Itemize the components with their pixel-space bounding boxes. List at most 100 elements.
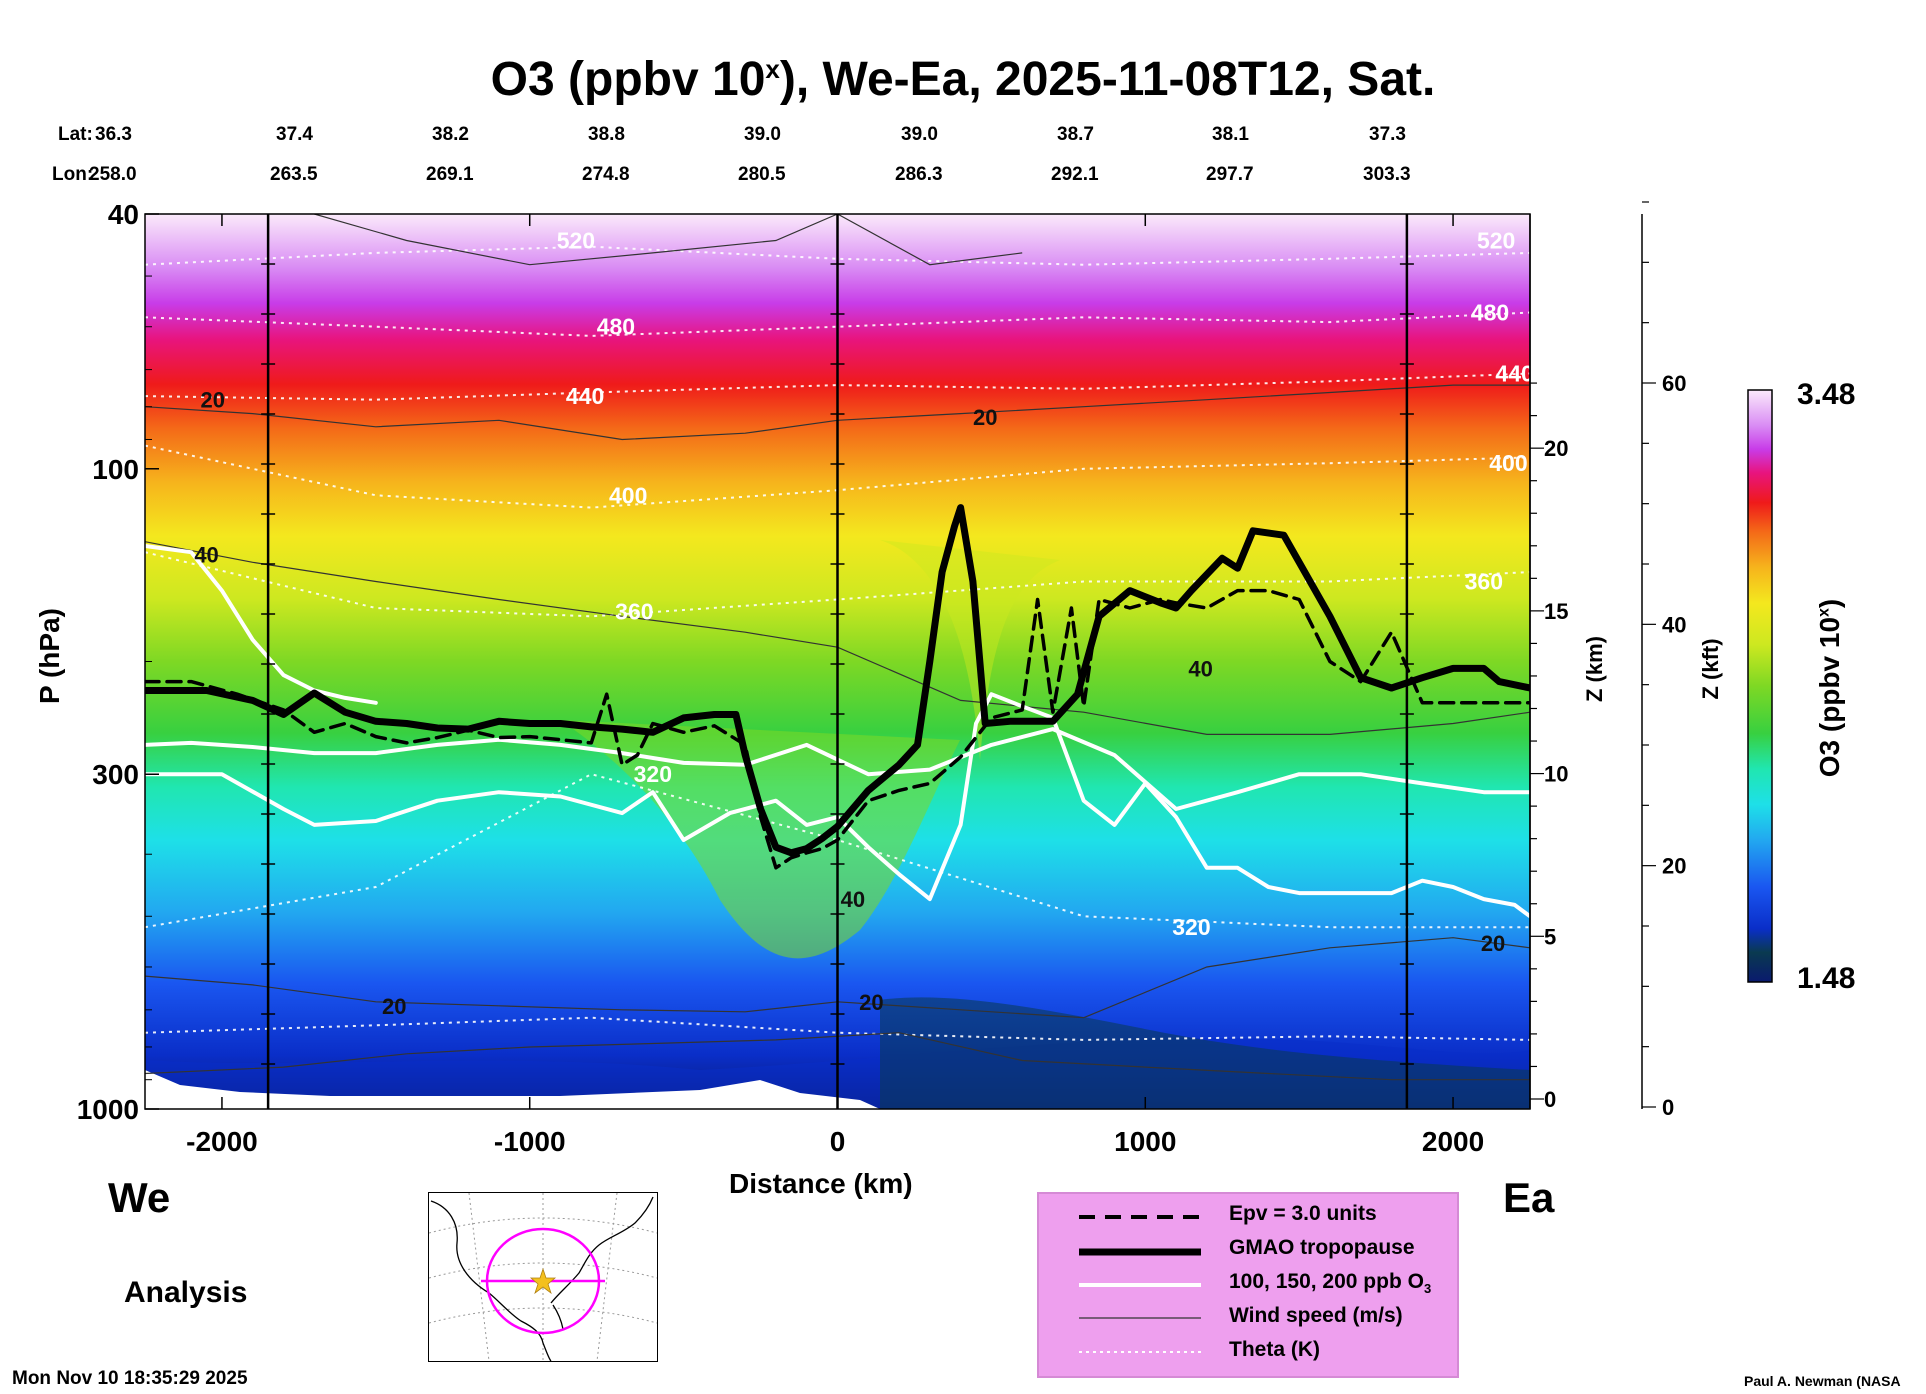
vertical-markers — [261, 214, 1414, 1109]
legend-epv-swatch — [1079, 1215, 1201, 1219]
z-kft-tick-label: 60 — [1662, 371, 1686, 396]
z-km-tick-label: 0 — [1544, 1087, 1556, 1112]
z-kft-tick-label: 0 — [1662, 1095, 1674, 1120]
ozone-field: 520 480 440 400 360 320 320 360 400 440 480 520 20 4… — [145, 214, 1533, 1109]
x-tick-label: 0 — [830, 1126, 846, 1157]
theta-line — [145, 245, 1530, 266]
p-tick-label: 1000 — [77, 1094, 139, 1125]
colorbar-min: 1.48 — [1797, 962, 1856, 995]
legend-tropopause-label: GMAO tropopause — [1229, 1236, 1415, 1259]
wind-label: 20 — [973, 405, 997, 430]
ozone-lowlevel-dark — [880, 997, 1530, 1109]
lon-value: 297.7 — [1206, 164, 1254, 185]
theta-label: 400 — [1489, 450, 1527, 476]
wind-label: 40 — [194, 542, 218, 567]
ozone-fold-yellow — [880, 540, 1060, 760]
z-kft-axis: 0 20 40 60 — [1641, 201, 1686, 1120]
map-star-icon — [529, 1267, 557, 1295]
lat-value: 39.0 — [901, 124, 938, 145]
lon-value: 303.3 — [1363, 164, 1411, 185]
legend-epv: Epv = 3.0 units — [1039, 1198, 1457, 1232]
theta-line — [145, 773, 1530, 929]
legend-theta: Theta (K) — [1039, 1334, 1457, 1368]
lat-value: 38.2 — [432, 124, 469, 145]
credit: Paul A. Newman (NASA — [1744, 1373, 1901, 1389]
lat-value: 37.3 — [1369, 124, 1406, 145]
map-coastline — [430, 1196, 654, 1361]
theta-label: 360 — [1465, 569, 1503, 595]
lat-value: 37.4 — [276, 124, 313, 145]
theta-label: 480 — [597, 314, 635, 340]
lon-value: 280.5 — [738, 164, 786, 185]
legend-theta-swatch — [1079, 1351, 1201, 1353]
lon-value: 269.1 — [426, 164, 474, 185]
tropopause-line — [145, 504, 1530, 857]
analysis-label: Analysis — [124, 1276, 248, 1309]
legend-theta-label: Theta (K) — [1229, 1338, 1320, 1361]
x-tick-label: -2000 — [186, 1126, 258, 1157]
ozone-contour-line — [145, 692, 1530, 919]
z-kft-tick-label: 20 — [1662, 854, 1686, 879]
lon-value: 258.0 — [89, 164, 137, 185]
ozone-fold-green — [560, 720, 960, 959]
legend-wind-label: Wind speed (m/s) — [1229, 1304, 1403, 1327]
pressure-axis: 40 100 300 1000 — [77, 199, 159, 1125]
lat-label: Lat: — [58, 124, 93, 145]
wind-label: 20 — [1481, 931, 1505, 956]
x-tick-label: 2000 — [1422, 1126, 1484, 1157]
west-label: We — [108, 1174, 171, 1221]
wind-label: 20 — [382, 994, 406, 1019]
legend-ozone-swatch — [1079, 1283, 1201, 1287]
legend-tropopause-swatch — [1079, 1248, 1201, 1256]
theta-label: 520 — [1477, 228, 1515, 254]
legend-ozone-label: 100, 150, 200 ppb O3 — [1229, 1270, 1432, 1297]
theta-labels: 520 480 440 400 360 320 320 360 400 440 480 520 — [557, 228, 1533, 941]
theta-label: 320 — [634, 761, 672, 787]
legend-ozone: 100, 150, 200 ppb O3 — [1039, 1266, 1457, 1300]
lat-value: 36.3 — [95, 124, 132, 145]
lon-value: 263.5 — [270, 164, 318, 185]
wind-label: 40 — [1188, 656, 1212, 681]
wind-label: 20 — [200, 388, 224, 413]
lat-value: 39.0 — [744, 124, 781, 145]
legend-wind: Wind speed (m/s) — [1039, 1300, 1457, 1334]
x-tick-label: -1000 — [494, 1126, 566, 1157]
x-axis: -2000 -1000 0 1000 2000 — [186, 214, 1484, 1157]
legend-tropopause: GMAO tropopause — [1039, 1232, 1457, 1266]
chart-title: O3 (ppbv 10x), We-Ea, 2025-11-08T12, Sat… — [490, 53, 1436, 106]
theta-label: 360 — [615, 598, 653, 624]
lon-value: 274.8 — [582, 164, 630, 185]
wind-line — [314, 214, 1023, 266]
z-kft-title: Z (kft) — [1698, 638, 1723, 700]
terrain — [145, 1070, 880, 1109]
east-label: Ea — [1503, 1174, 1555, 1221]
colorbar-title: O3 (ppbv 10x) — [1814, 598, 1845, 778]
lat-value: 38.8 — [588, 124, 625, 145]
colorbar-max: 3.48 — [1797, 378, 1856, 411]
legend-epv-label: Epv = 3.0 units — [1229, 1202, 1377, 1225]
locator-map-graphic — [429, 1193, 657, 1361]
lon-value: 286.3 — [895, 164, 943, 185]
p-tick-label: 40 — [108, 199, 139, 230]
z-km-axis: 0 5 10 15 20 — [1529, 214, 1568, 1112]
z-km-tick-label: 20 — [1544, 436, 1568, 461]
theta-label: 440 — [566, 383, 604, 409]
theta-label: 440 — [1495, 361, 1533, 387]
theta-label: 520 — [557, 228, 595, 254]
p-tick-label: 100 — [92, 454, 139, 485]
lat-value: 38.7 — [1057, 124, 1094, 145]
p-tick-label: 300 — [92, 759, 139, 790]
epv-line — [145, 588, 1530, 870]
wind-label: 20 — [859, 990, 883, 1015]
wind-label: 40 — [841, 887, 865, 912]
colorbar — [1747, 389, 1773, 983]
z-km-tick-label: 5 — [1544, 924, 1556, 949]
z-km-tick-label: 10 — [1544, 762, 1568, 787]
theta-label: 400 — [609, 482, 647, 508]
legend: Epv = 3.0 units GMAO tropopause 100, 150… — [1037, 1192, 1459, 1378]
z-km-title: Z (km) — [1582, 636, 1607, 702]
theta-line — [145, 311, 1530, 337]
locator-map — [428, 1192, 658, 1362]
y-axis-title: P (hPa) — [34, 608, 65, 704]
